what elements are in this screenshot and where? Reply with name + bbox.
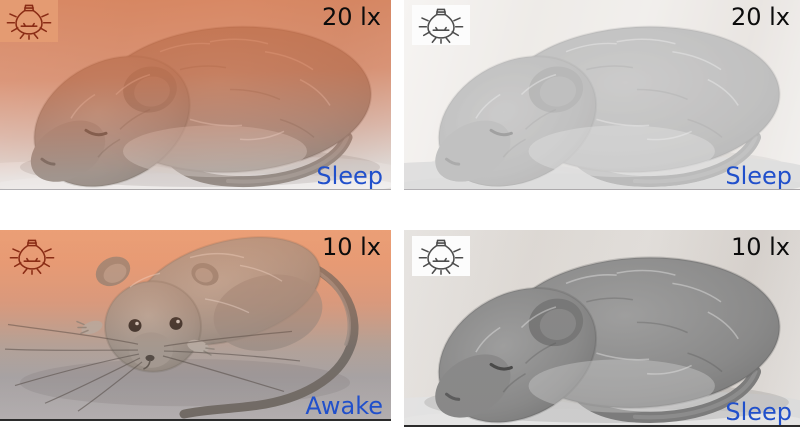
light-bulb-icon xyxy=(418,239,464,275)
light-bulb-icon xyxy=(6,4,52,40)
light-bulb-icon-box xyxy=(0,0,58,42)
light-bulb-icon-box xyxy=(412,5,470,45)
sleep-state-label: Sleep xyxy=(316,161,383,190)
awake-state-label: Awake xyxy=(305,391,383,420)
sleep-state-label: Sleep xyxy=(725,397,792,426)
lux-label: 10 lx xyxy=(321,233,381,261)
light-bulb-icon-box xyxy=(4,234,60,278)
panel-white-light-10lx: 10 lx Sleep xyxy=(404,230,800,427)
light-bulb-icon xyxy=(9,239,55,275)
lux-label: 10 lx xyxy=(730,233,790,261)
light-bulb-icon-box xyxy=(412,236,470,276)
panel-red-light-20lx: 20 lx Sleep xyxy=(0,0,391,190)
lux-label: 20 lx xyxy=(321,3,381,31)
lux-label: 20 lx xyxy=(730,3,790,31)
panel-white-light-20lx: 20 lx Sleep xyxy=(404,0,800,190)
light-bulb-icon xyxy=(418,8,464,44)
sleep-state-label: Sleep xyxy=(725,161,792,190)
panel-red-light-10lx: 10 lx Awake xyxy=(0,230,391,421)
